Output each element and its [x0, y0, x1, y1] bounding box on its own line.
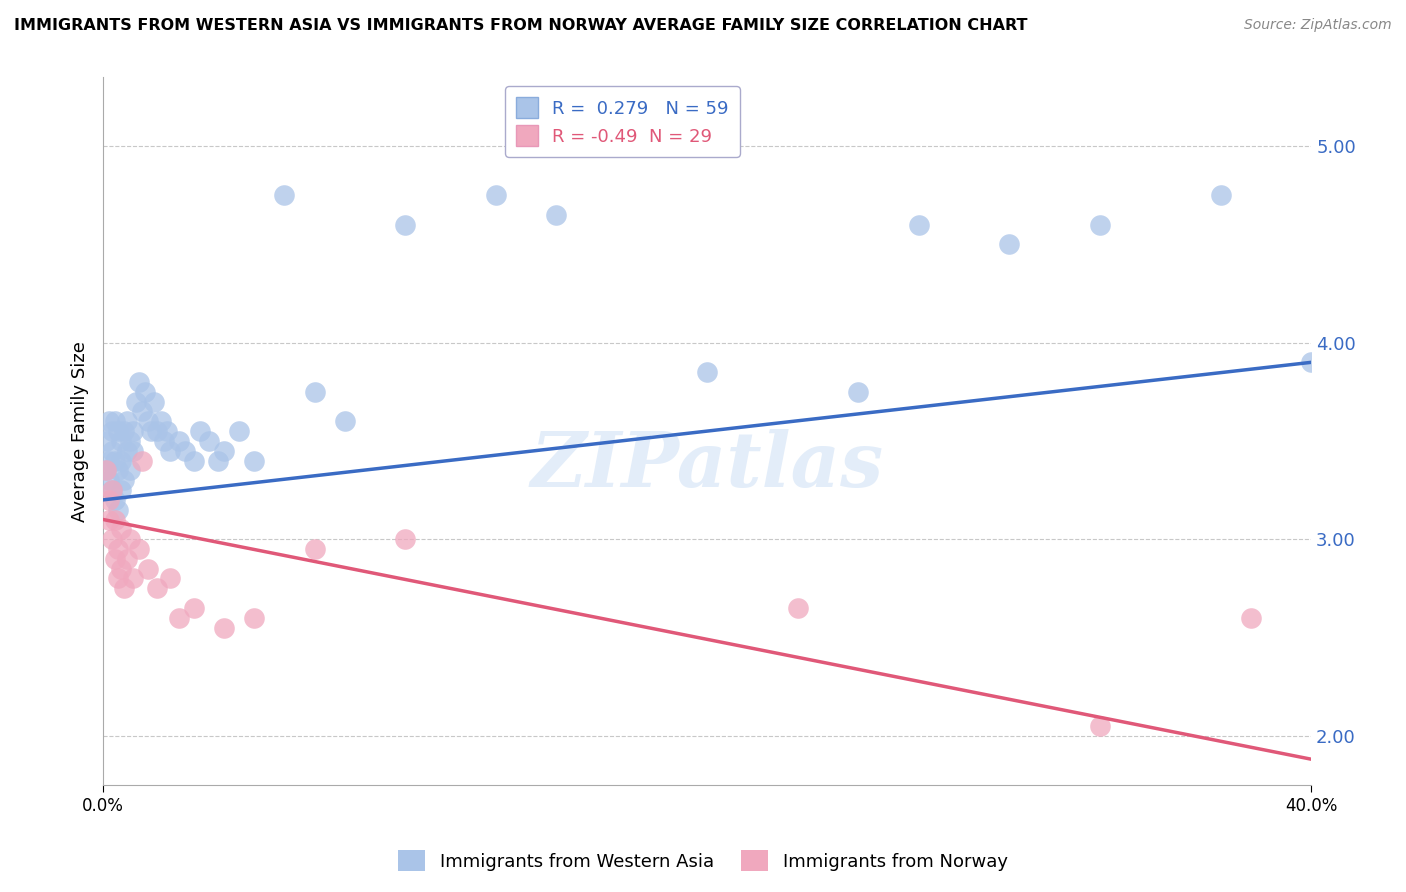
Point: [394, 218, 416, 232]
Point: [98, 453, 121, 467]
Point: [128, 541, 150, 556]
Point: [159, 571, 181, 585]
Point: [143, 394, 166, 409]
Point: [173, 443, 195, 458]
Point: [696, 365, 718, 379]
Point: [110, 434, 132, 448]
Point: [120, 532, 142, 546]
Point: [138, 414, 160, 428]
Point: [131, 404, 153, 418]
Point: [120, 463, 142, 477]
Point: [134, 384, 156, 399]
Point: [394, 532, 416, 546]
Point: [159, 443, 181, 458]
Point: [112, 473, 135, 487]
Point: [101, 443, 124, 458]
Point: [101, 532, 124, 546]
Point: [273, 188, 295, 202]
Point: [112, 582, 135, 596]
Point: [228, 424, 250, 438]
Point: [107, 571, 129, 585]
Point: [122, 443, 145, 458]
Point: [120, 434, 142, 448]
Point: [125, 394, 148, 409]
Point: [243, 611, 266, 625]
Point: [485, 188, 508, 202]
Point: [1088, 719, 1111, 733]
Point: [117, 551, 139, 566]
Point: [98, 492, 121, 507]
Point: [304, 541, 326, 556]
Point: [101, 483, 124, 497]
Point: [167, 434, 190, 448]
Point: [138, 561, 160, 575]
Point: [122, 424, 145, 438]
Point: [141, 424, 163, 438]
Point: [1209, 188, 1232, 202]
Point: [152, 434, 174, 448]
Point: [104, 492, 127, 507]
Point: [212, 621, 235, 635]
Point: [110, 522, 132, 536]
Point: [94, 434, 117, 448]
Point: [117, 443, 139, 458]
Point: [131, 453, 153, 467]
Point: [243, 453, 266, 467]
Point: [188, 424, 211, 438]
Point: [128, 375, 150, 389]
Point: [122, 571, 145, 585]
Point: [104, 512, 127, 526]
Point: [112, 424, 135, 438]
Point: [146, 582, 169, 596]
Point: [304, 384, 326, 399]
Text: ZIPatlas: ZIPatlas: [530, 429, 884, 503]
Point: [207, 453, 229, 467]
Point: [110, 453, 132, 467]
Point: [94, 463, 117, 477]
Point: [104, 551, 127, 566]
Point: [101, 424, 124, 438]
Point: [998, 237, 1021, 252]
Point: [183, 453, 205, 467]
Point: [94, 463, 117, 477]
Point: [333, 414, 356, 428]
Point: [110, 561, 132, 575]
Point: [546, 208, 568, 222]
Point: [786, 601, 808, 615]
Point: [110, 483, 132, 497]
Point: [107, 502, 129, 516]
Point: [98, 473, 121, 487]
Point: [104, 414, 127, 428]
Legend: R =  0.279   N = 59, R = -0.49  N = 29: R = 0.279 N = 59, R = -0.49 N = 29: [506, 87, 740, 157]
Point: [107, 541, 129, 556]
Point: [183, 601, 205, 615]
Y-axis label: Average Family Size: Average Family Size: [72, 341, 89, 522]
Point: [198, 434, 221, 448]
Point: [155, 424, 177, 438]
Point: [1301, 355, 1323, 369]
Point: [149, 414, 172, 428]
Point: [107, 463, 129, 477]
Text: IMMIGRANTS FROM WESTERN ASIA VS IMMIGRANTS FROM NORWAY AVERAGE FAMILY SIZE CORRE: IMMIGRANTS FROM WESTERN ASIA VS IMMIGRAN…: [14, 18, 1028, 33]
Point: [212, 443, 235, 458]
Text: Source: ZipAtlas.com: Source: ZipAtlas.com: [1244, 18, 1392, 32]
Point: [107, 424, 129, 438]
Point: [101, 483, 124, 497]
Point: [98, 414, 121, 428]
Legend: Immigrants from Western Asia, Immigrants from Norway: Immigrants from Western Asia, Immigrants…: [391, 843, 1015, 879]
Point: [146, 424, 169, 438]
Point: [167, 611, 190, 625]
Point: [846, 384, 869, 399]
Point: [104, 453, 127, 467]
Point: [1240, 611, 1263, 625]
Point: [1088, 218, 1111, 232]
Point: [98, 512, 121, 526]
Point: [907, 218, 929, 232]
Point: [117, 414, 139, 428]
